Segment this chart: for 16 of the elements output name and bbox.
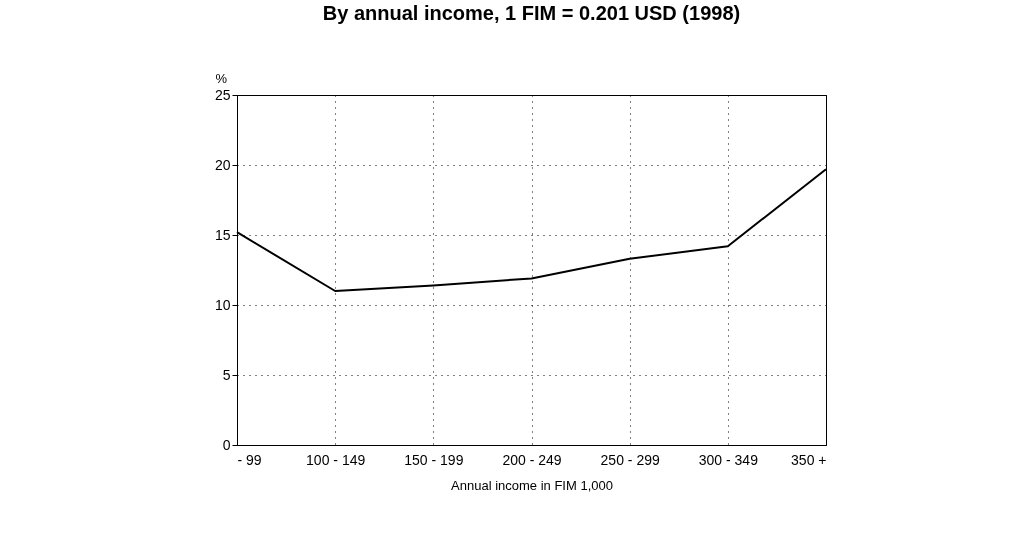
x-tick-label: 100 - 149: [306, 451, 366, 468]
x-axis-title: Annual income in FIM 1,000: [451, 477, 613, 493]
y-axis-title: %: [215, 70, 228, 86]
y-tick-label: 5: [222, 366, 231, 383]
chart-title: By annual income, 1 FIM = 0.201 USD (1998): [322, 2, 741, 24]
y-tick-label: 25: [214, 86, 231, 103]
x-tick-label: 300 - 349: [698, 451, 759, 468]
x-tick-label: - 99: [237, 451, 262, 468]
y-tick-label: 10: [214, 296, 231, 313]
y-tick-label: 15: [214, 226, 231, 243]
x-tick-label: 200 - 249: [502, 451, 562, 468]
y-tick-label: 0: [222, 436, 231, 453]
x-tick-label: 150 - 199: [404, 451, 464, 468]
x-tick-label: 350 +: [791, 451, 827, 468]
y-tick-label: 20: [214, 156, 231, 173]
x-tick-label: 250 - 299: [600, 451, 660, 468]
